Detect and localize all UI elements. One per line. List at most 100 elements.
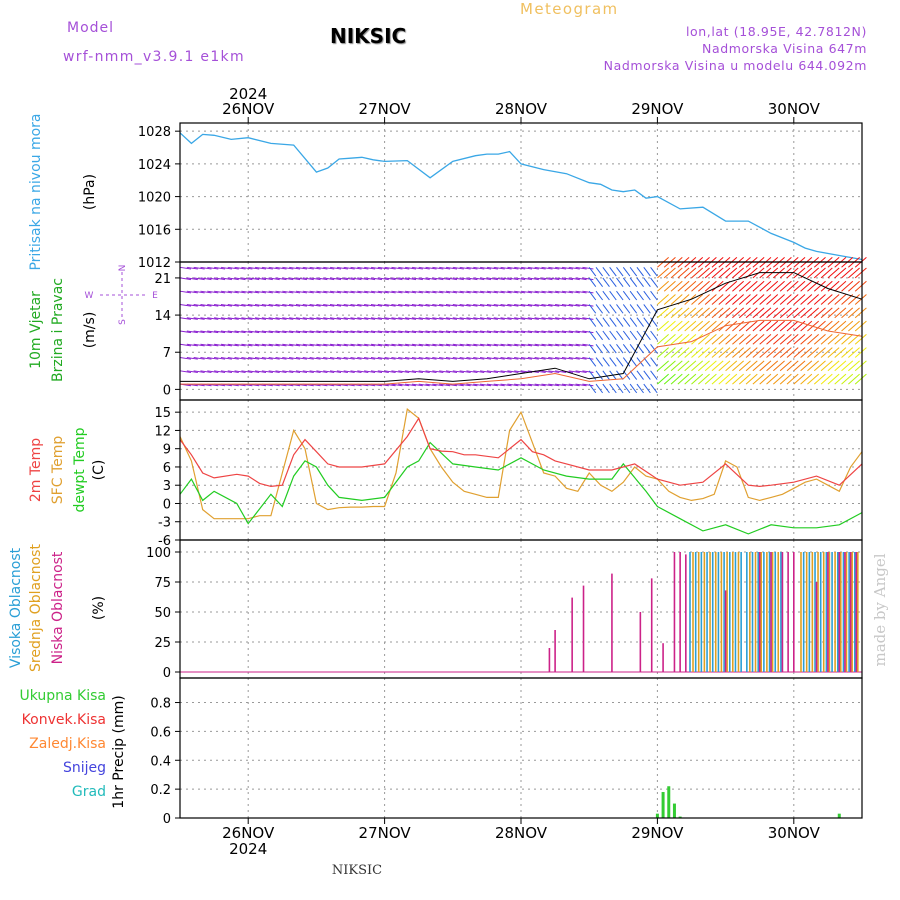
y-tick-label: 25 [154,636,171,651]
y-tick-label: 1028 [138,125,171,140]
temp-unit: (C) [91,460,107,481]
wind-barb [432,383,444,387]
wind-barb [697,267,710,279]
wind-barb [834,294,847,305]
wind-barb [520,330,533,334]
wind-barb [220,330,232,334]
wind-barb [200,277,212,281]
wind-barb [636,290,644,301]
wind-barb [323,343,335,347]
wind-barb [534,290,546,294]
wind-barb [582,303,594,307]
wind-barb [466,357,478,360]
panel-frame [179,677,863,819]
wind-barb [555,370,567,373]
wind-barb [588,383,597,394]
wind-barb [677,267,690,279]
wind-barb [473,277,485,281]
wind-barb [561,383,573,387]
wind-barb [404,303,417,307]
wind-barb [234,343,246,347]
wind-barb [507,266,519,270]
precip-bar [655,813,659,818]
wind-barb [200,266,212,270]
wind-barb [493,383,505,387]
wind-barb [595,370,604,380]
wind-barb [439,330,451,334]
wind-barb [670,307,683,319]
wind-barb [452,317,464,320]
wind-barb [261,277,273,281]
wind-barb [282,290,294,294]
wind-barb [595,343,604,354]
wind-barb [261,290,273,294]
wind-barb [657,267,669,279]
wind-barb [745,360,758,372]
wind-barb [302,277,314,281]
wind-barb [493,303,505,307]
wind-barb [295,303,308,307]
wind-barb [302,317,314,320]
wind-barb [268,317,280,320]
wind-barb [514,343,526,347]
wind-barb [663,267,676,279]
wind-barb [214,290,226,294]
wind-barb [452,303,464,307]
wind-barb [602,383,610,394]
wind-barb [752,294,765,305]
wind-barb [493,343,505,347]
wind-barb [452,343,464,347]
wind-barb [411,357,423,360]
x-year-bottom: 2024 [229,840,267,858]
wind-barb [214,266,226,270]
wind-barb [575,277,587,281]
wind-barb [725,294,738,305]
wind-barb [732,333,745,345]
wind-barb [691,360,704,372]
temp2m-title: 2m Temp [28,438,44,502]
wind-barb [500,357,512,360]
dewpoint-line [179,441,863,535]
wind-barb [193,317,205,320]
wind-barb [636,277,644,288]
wind-barb [663,333,676,345]
wind-barb [309,343,321,347]
wind-barb [480,383,492,387]
wind-barb [834,360,847,372]
wind-barb [261,357,273,360]
wind-barb [725,347,738,358]
wind-barb [316,370,328,373]
wind-barb [541,343,553,347]
wind-barb [752,320,765,332]
wind-barb [459,383,471,387]
wind-barb [622,317,631,327]
wind-barb [752,333,765,345]
wind-barb [534,266,546,270]
wind-barb [575,343,587,347]
wind-barb [718,267,731,279]
precip-legend-5: Grad [72,784,106,800]
wind-barb [486,330,498,334]
wind-barb [786,360,799,372]
station-elevation: Nadmorska Visina 647m [702,41,867,56]
wind-barb [234,303,246,307]
wind-barb [302,370,314,373]
wind-barb [568,383,580,387]
y-tick-label: 14 [154,309,171,324]
wind-barb [643,277,651,288]
wind-barb [411,266,423,270]
wind-barb [555,317,567,320]
wind-barb [179,277,192,281]
wind-barb [323,357,335,360]
wind-barb [616,317,624,327]
wind-barb [207,266,219,270]
wind-barb [439,370,451,373]
wind-barb [370,290,383,294]
wind-barb [254,317,267,320]
wind-barb [602,290,610,301]
wind-barb [725,333,738,345]
wind-barb [766,307,779,319]
wind-barb [738,347,751,358]
wind-barb [289,290,301,294]
wind-barb [445,303,458,307]
